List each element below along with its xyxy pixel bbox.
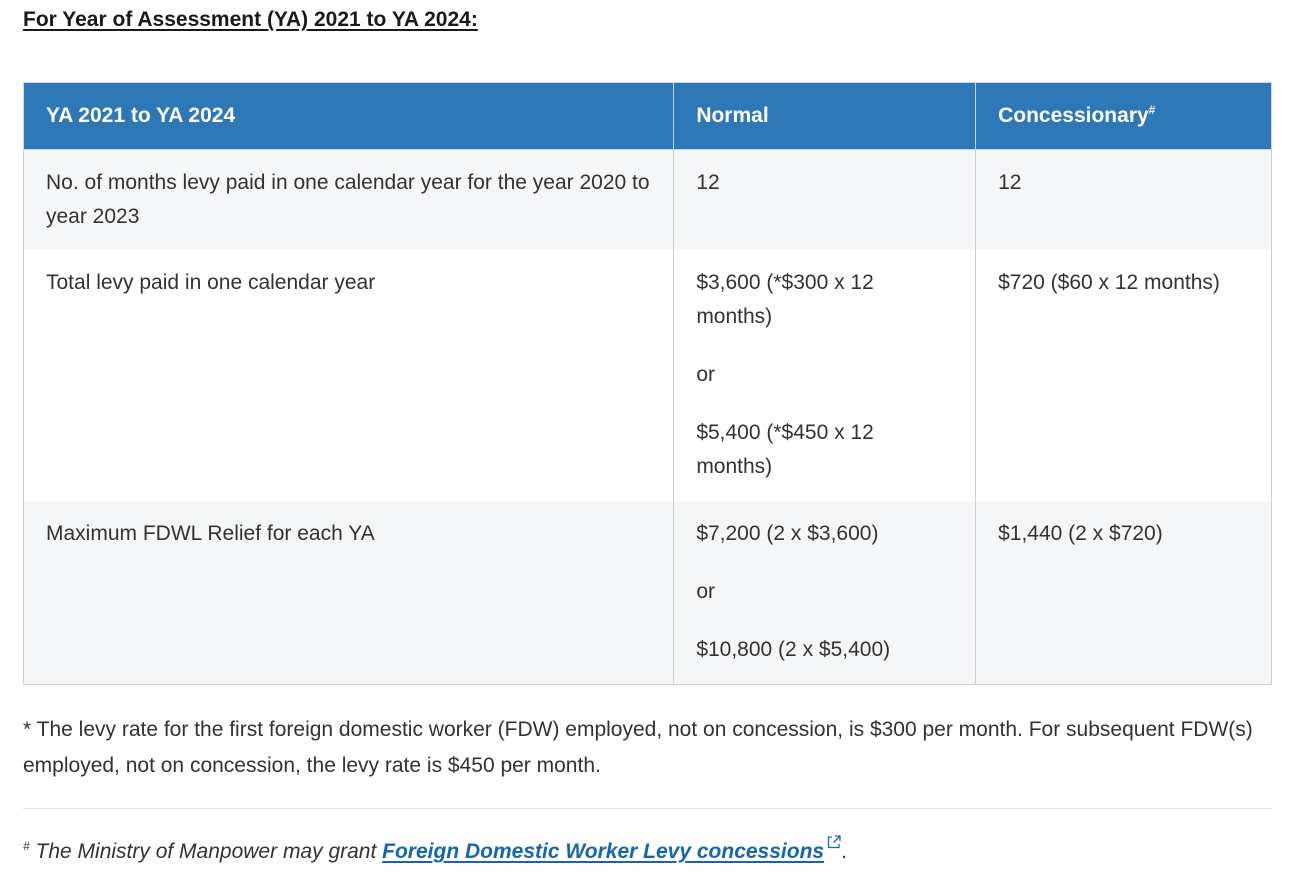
section-heading: For Year of Assessment (YA) 2021 to YA 2… <box>23 8 478 31</box>
header-ya: YA 2021 to YA 2024 <box>22 82 675 150</box>
hash-marker: # <box>1148 103 1156 117</box>
table-row: No. of months levy paid in one calendar … <box>22 149 1272 250</box>
footnote-levy-rate: * The levy rate for the first foreign do… <box>23 718 1253 777</box>
header-normal: Normal <box>673 82 977 150</box>
row-label: Total levy paid in one calendar year <box>22 250 675 501</box>
table-row: Maximum FDWL Relief for each YA $7,200 (… <box>22 501 1272 685</box>
hash-marker: # <box>23 839 30 853</box>
levy-table: YA 2021 to YA 2024 Normal Concessionary#… <box>22 82 1272 685</box>
header-concessionary-label: Concessionary <box>998 104 1149 127</box>
row-concessionary-value: 12 <box>975 149 1272 250</box>
external-link-icon <box>826 832 842 849</box>
row-label: Maximum FDWL Relief for each YA <box>22 501 675 685</box>
row-concessionary-value: $720 ($60 x 12 months) <box>975 250 1272 501</box>
link-label: Foreign Domestic Worker Levy concessions <box>382 840 825 863</box>
row-normal-value: 12 <box>673 149 977 250</box>
header-concessionary: Concessionary# <box>975 82 1272 150</box>
fdw-levy-concessions-link[interactable]: Foreign Domestic Worker Levy concessions <box>382 840 824 863</box>
row-label: No. of months levy paid in one calendar … <box>22 149 675 250</box>
table-row: Total levy paid in one calendar year $3,… <box>22 250 1272 501</box>
footnote-concession: # The Ministry of Manpower may grant For… <box>23 832 848 864</box>
row-normal-value: $3,600 (*$300 x 12 months) or $5,400 (*$… <box>673 250 977 501</box>
table-header-row: YA 2021 to YA 2024 Normal Concessionary# <box>22 82 1272 150</box>
row-normal-value: $7,200 (2 x $3,600) or $10,800 (2 x $5,4… <box>673 501 977 685</box>
footnote-end: . <box>842 840 848 863</box>
divider <box>23 808 1272 809</box>
row-concessionary-value: $1,440 (2 x $720) <box>975 501 1272 685</box>
footnote-text: The Ministry of Manpower may grant <box>29 840 383 863</box>
